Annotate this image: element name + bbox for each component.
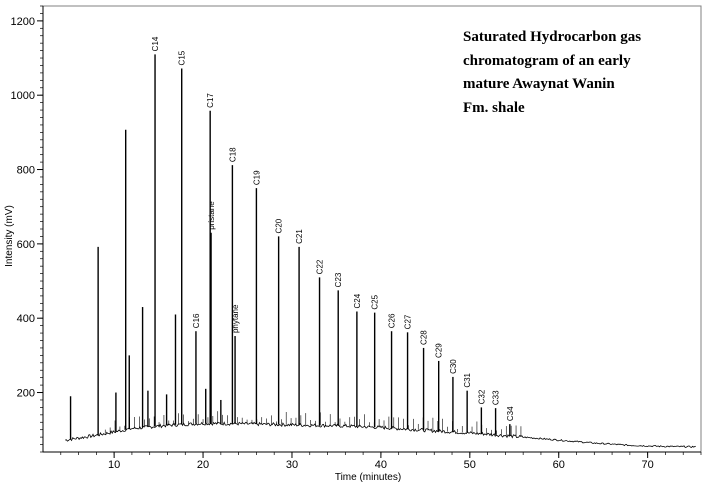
peak-label: C21	[295, 229, 304, 244]
y-tick-label: 600	[17, 239, 35, 251]
peak-label: C23	[334, 272, 343, 287]
y-tick-label: 1200	[11, 16, 35, 28]
x-tick-label: 70	[642, 459, 654, 471]
chromatogram-trace	[65, 54, 696, 448]
peak-label: C30	[449, 359, 458, 374]
peak-label: C34	[506, 406, 515, 421]
peak-label: C29	[435, 343, 444, 358]
peak-label: C18	[228, 147, 237, 162]
peak-label: C16	[192, 313, 201, 328]
baseline-trace	[65, 421, 696, 448]
peak-label: C25	[371, 294, 380, 309]
x-tick-label: 20	[197, 459, 209, 471]
x-axis-title: Time (minutes)	[335, 472, 401, 483]
peak-label: C15	[178, 50, 187, 65]
y-tick-label: 200	[17, 388, 35, 400]
plot-area	[42, 5, 702, 453]
y-tick-label: 400	[17, 313, 35, 325]
peak-label: C33	[492, 390, 501, 405]
y-tick-label: 1000	[11, 90, 35, 102]
peak-label: C32	[477, 389, 486, 404]
peak-label: C14	[151, 36, 160, 51]
peak-label: C20	[275, 218, 284, 233]
peak-label: C19	[252, 170, 261, 185]
x-tick-label: 50	[464, 459, 476, 471]
x-tick-label: 30	[286, 459, 298, 471]
peak-label: pristane	[207, 201, 216, 230]
peak-label: C28	[420, 330, 429, 345]
y-tick-label: 800	[17, 165, 35, 177]
peak-label: C22	[316, 259, 325, 274]
axes: 200 400 600 800 1000 1200 10 20 30 40 50 60 70	[11, 5, 702, 471]
peak-label: phytane	[231, 304, 240, 333]
y-axis-title: Intensity (mV)	[4, 205, 15, 267]
annotation-line-3: mature Awaynat Wanin	[463, 76, 615, 92]
peak-label: C24	[353, 293, 362, 308]
x-tick-label: 40	[375, 459, 387, 471]
peak-labels: C14 C15 C16 C17 pristane C18 phytane C19 C20 C21 C…	[151, 36, 515, 421]
annotation-box: Saturated Hydrocarbon gas chromatogram o…	[463, 29, 641, 116]
x-tick-label: 10	[108, 459, 120, 471]
annotation-line-2: chromatogram of an early	[463, 53, 631, 69]
peak-label: C31	[463, 372, 472, 387]
x-tick-label: 60	[553, 459, 565, 471]
annotation-line-4: Fm. shale	[463, 100, 525, 116]
peak-label: C27	[404, 314, 413, 329]
peak-label: C26	[388, 313, 397, 328]
peak-label: C17	[206, 93, 215, 108]
annotation-line-1: Saturated Hydrocarbon gas	[463, 29, 641, 45]
